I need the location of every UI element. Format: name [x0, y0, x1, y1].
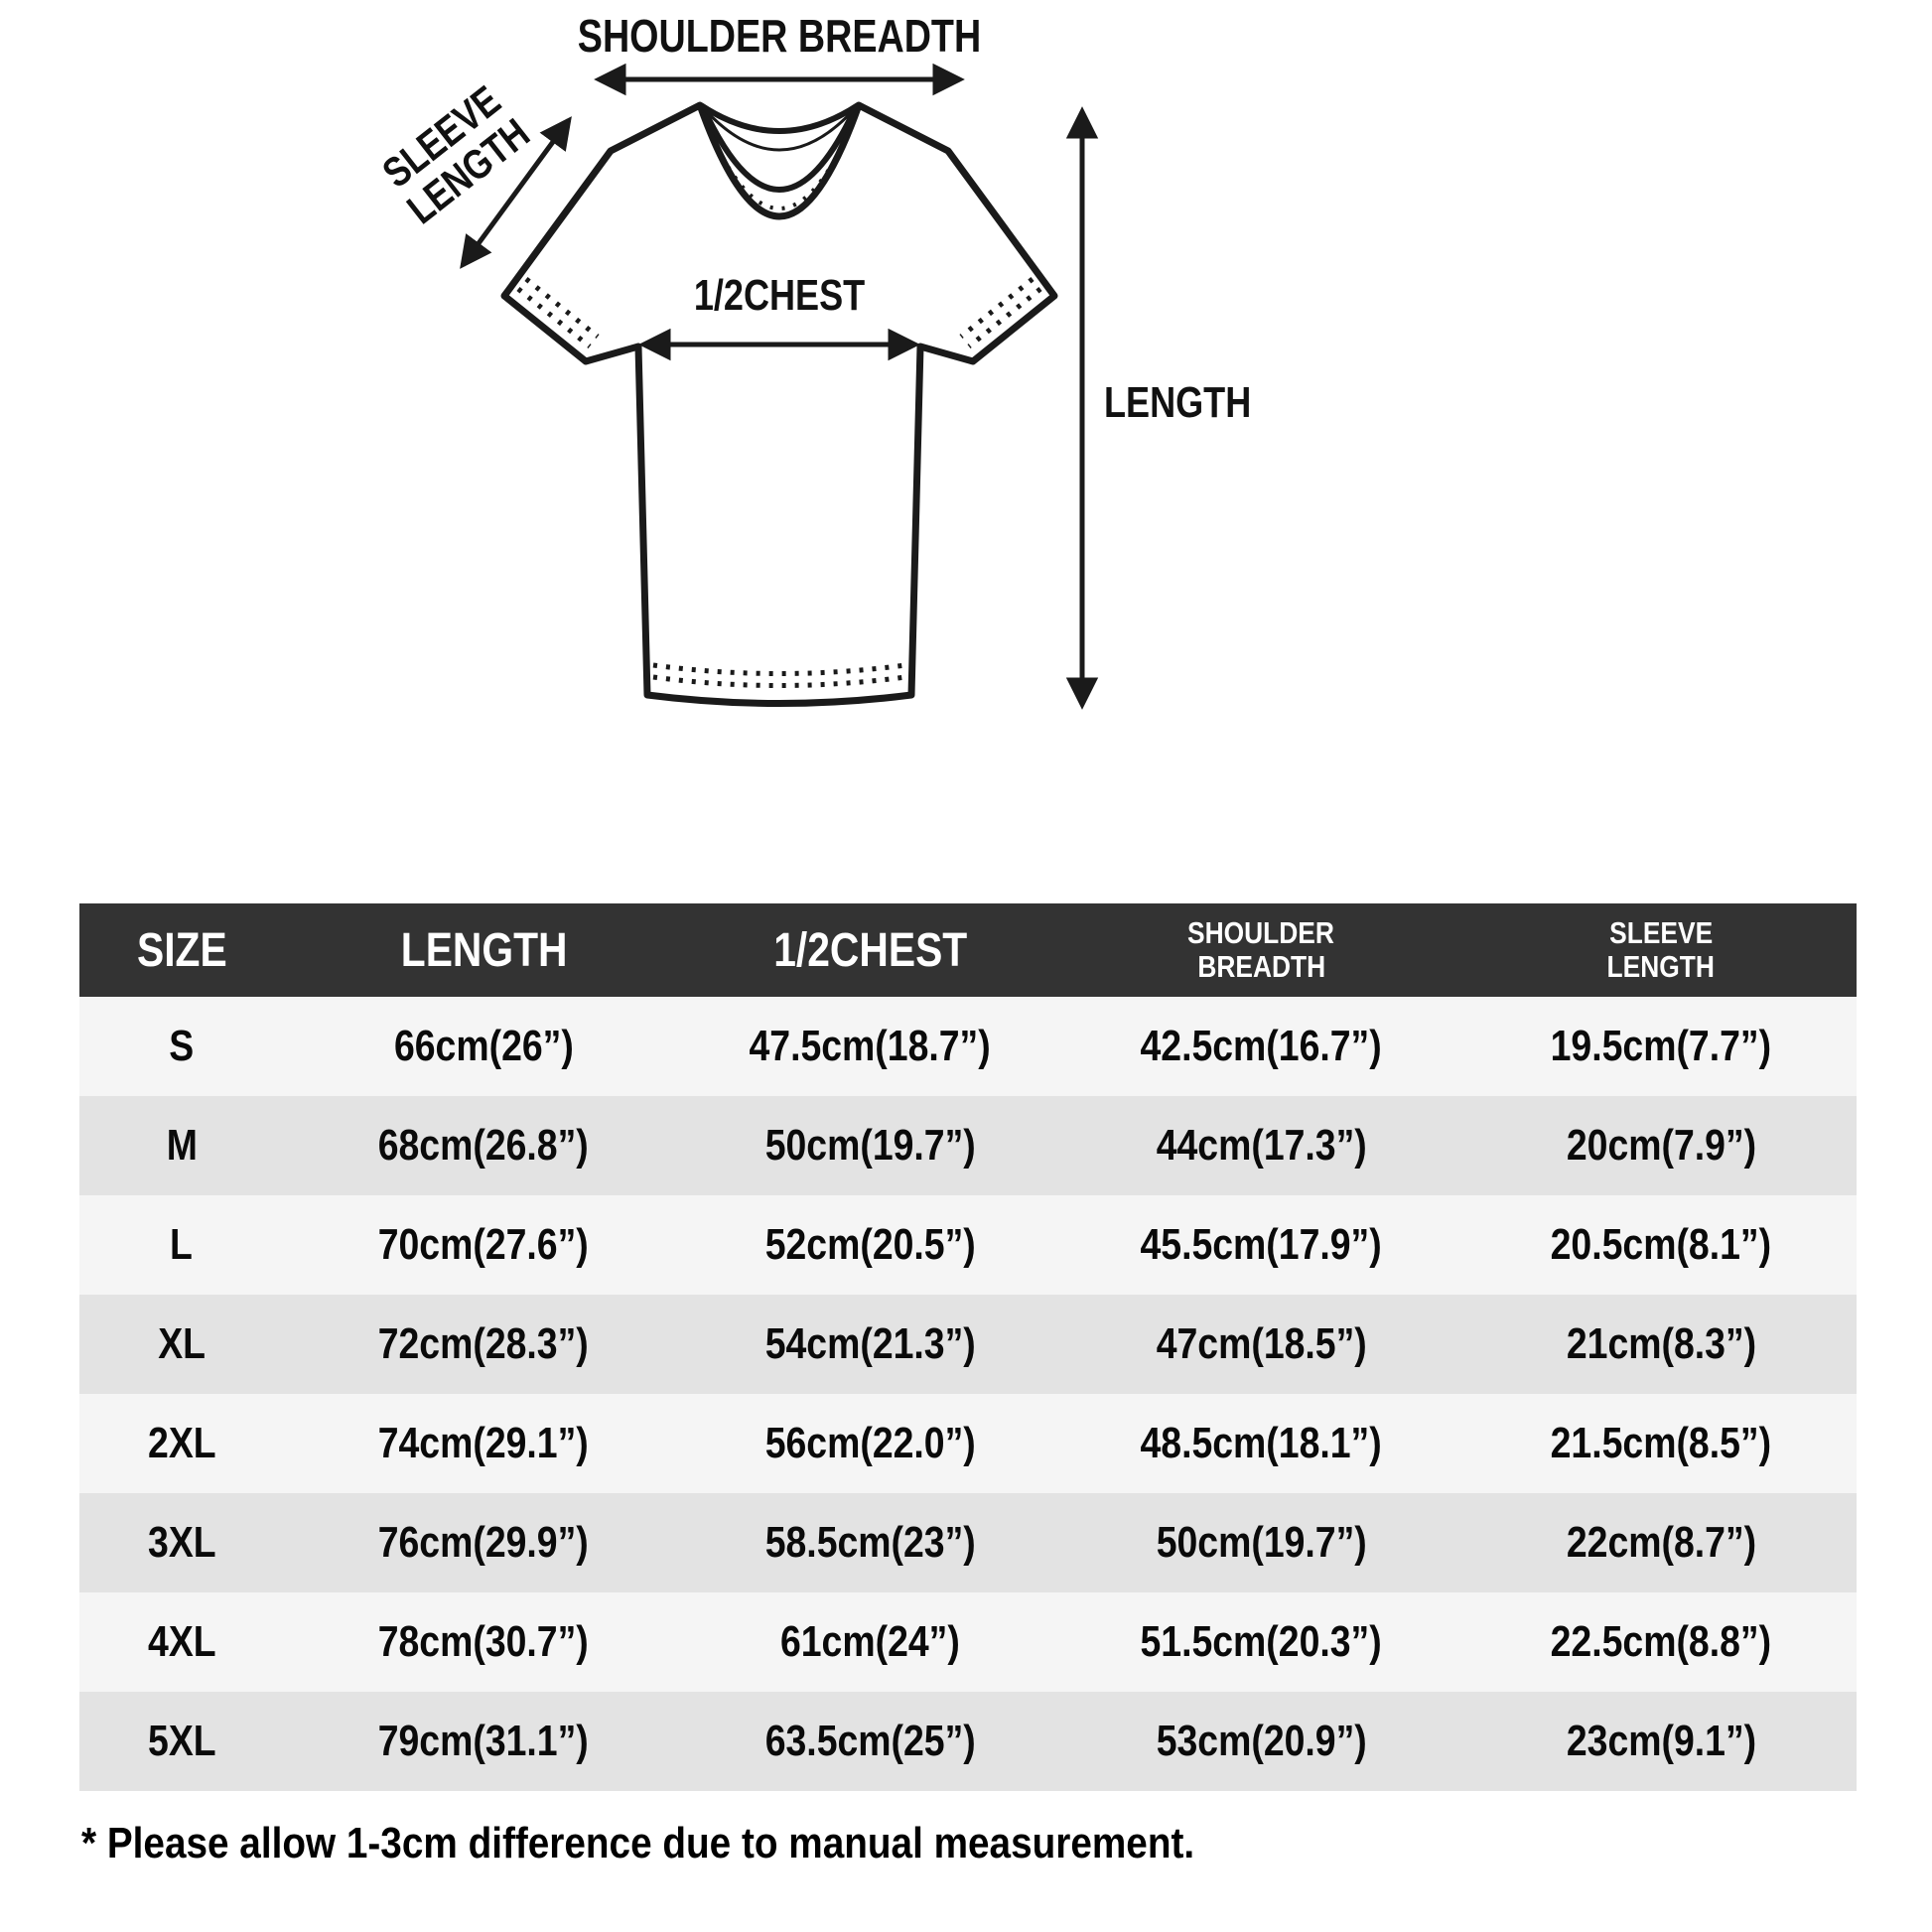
- table-row: XL 72cm(28.3”) 54cm(21.3”) 47cm(18.5”) 21cm(…: [79, 1295, 1857, 1394]
- measurement-cell: 48.5cm(18.1”): [1140, 1419, 1382, 1467]
- measurement-cell: 53cm(20.9”): [1156, 1717, 1367, 1765]
- left-sleeve-stitch-2: [524, 277, 600, 339]
- right-sleeve-stitch-2: [959, 277, 1035, 339]
- measurement-cell: 47cm(18.5”): [1156, 1319, 1367, 1368]
- tshirt-diagram-svg: SHOULDER BREADTH SLEEVE LENGTH 1/2CHEST …: [374, 10, 1251, 710]
- hem-stitch-1: [652, 674, 906, 688]
- measurement-cell: 56cm(22.0”): [764, 1419, 976, 1467]
- measurement-cell: 58.5cm(23”): [764, 1518, 976, 1567]
- measurement-cell: 50cm(19.7”): [764, 1121, 976, 1170]
- measurement-cell: 19.5cm(7.7”): [1550, 1022, 1772, 1070]
- size-cell: S: [169, 1022, 195, 1070]
- measurement-cell: 70cm(27.6”): [378, 1220, 590, 1269]
- table-row: M 68cm(26.8”) 50cm(19.7”) 44cm(17.3”) 20cm(7…: [79, 1096, 1857, 1195]
- size-cell: 4XL: [147, 1617, 216, 1666]
- measurement-cell: 78cm(30.7”): [378, 1617, 590, 1666]
- measurement-cell: 54cm(21.3”): [764, 1319, 976, 1368]
- measurement-cell: 20cm(7.9”): [1566, 1121, 1756, 1170]
- header-shoulder-breadth: SHOULDER BREADTH: [1187, 914, 1335, 984]
- table-row: 2XL 74cm(29.1”) 56cm(22.0”) 48.5cm(18.1”) 21…: [79, 1394, 1857, 1493]
- collar-stitch-dotted: [700, 112, 859, 210]
- measurement-cell: 21.5cm(8.5”): [1550, 1419, 1772, 1467]
- measurement-cell: 21cm(8.3”): [1566, 1319, 1756, 1368]
- size-cell: 5XL: [147, 1717, 216, 1765]
- sleeve-length-arrow: [460, 116, 572, 269]
- table-body: S 66cm(26”) 47.5cm(18.7”) 42.5cm(16.7”) 19.5…: [79, 997, 1857, 1791]
- size-cell: 3XL: [147, 1518, 216, 1567]
- hem-stitch-2: [652, 662, 906, 676]
- measurement-cell: 72cm(28.3”): [378, 1319, 590, 1368]
- size-cell: XL: [158, 1319, 206, 1368]
- length-label: LENGTH: [1104, 378, 1251, 427]
- table-row: S 66cm(26”) 47.5cm(18.7”) 42.5cm(16.7”) 19.5…: [79, 997, 1857, 1096]
- measurement-cell: 23cm(9.1”): [1566, 1717, 1756, 1765]
- measurement-cell: 76cm(29.9”): [378, 1518, 590, 1567]
- table-header: SIZE LENGTH 1/2CHEST SHOULDER BREADTH SL…: [79, 903, 1857, 997]
- tshirt-measurement-diagram: SHOULDER BREADTH SLEEVE LENGTH 1/2CHEST …: [0, 0, 1932, 903]
- right-sleeve-stitch-1: [967, 287, 1042, 348]
- collar-back-neck-edge: [699, 102, 860, 134]
- half-chest-label: 1/2CHEST: [694, 271, 866, 320]
- size-cell: L: [170, 1220, 194, 1269]
- measurement-cell: 68cm(26.8”): [378, 1121, 590, 1170]
- table-row: 3XL 76cm(29.9”) 58.5cm(23”) 50cm(19.7”) 22cm…: [79, 1493, 1857, 1592]
- measurement-cell: 79cm(31.1”): [378, 1717, 590, 1765]
- measurement-cell: 52cm(20.5”): [764, 1220, 976, 1269]
- header-half-chest: 1/2CHEST: [773, 923, 968, 977]
- header-length: LENGTH: [400, 923, 568, 977]
- measurement-cell: 42.5cm(16.7”): [1140, 1022, 1382, 1070]
- measurement-cell: 63.5cm(25”): [764, 1717, 976, 1765]
- header-size: SIZE: [136, 923, 227, 977]
- measurement-cell: 45.5cm(17.9”): [1140, 1220, 1382, 1269]
- size-table: SIZE LENGTH 1/2CHEST SHOULDER BREADTH SL…: [79, 903, 1857, 1791]
- measurement-cell: 44cm(17.3”): [1156, 1121, 1367, 1170]
- measurement-cell: 50cm(19.7”): [1156, 1518, 1367, 1567]
- collar-back-neck-inner-line: [699, 104, 860, 152]
- left-sleeve-stitch-1: [516, 287, 592, 348]
- size-cell: M: [166, 1121, 198, 1170]
- measurement-cell: 47.5cm(18.7”): [749, 1022, 992, 1070]
- measurement-cell: 61cm(24”): [780, 1617, 960, 1666]
- measurement-cell: 20.5cm(8.1”): [1550, 1220, 1772, 1269]
- size-cell: 2XL: [147, 1419, 216, 1467]
- measurement-cell: 74cm(29.1”): [378, 1419, 590, 1467]
- measurement-cell: 22cm(8.7”): [1566, 1518, 1756, 1567]
- table-row: 5XL 79cm(31.1”) 63.5cm(25”) 53cm(20.9”) 23cm…: [79, 1692, 1857, 1791]
- table-row: 4XL 78cm(30.7”) 61cm(24”) 51.5cm(20.3”) 22.5…: [79, 1592, 1857, 1692]
- measurement-cell: 66cm(26”): [393, 1022, 574, 1070]
- measurement-cell: 51.5cm(20.3”): [1140, 1617, 1382, 1666]
- table-row: L 70cm(27.6”) 52cm(20.5”) 45.5cm(17.9”) 20.5…: [79, 1195, 1857, 1295]
- tshirt-outline: [500, 101, 1058, 707]
- shoulder-breadth-label: SHOULDER BREADTH: [578, 10, 981, 61]
- header-sleeve-length: SLEEVE LENGTH: [1606, 914, 1716, 984]
- measurement-cell: 22.5cm(8.8”): [1550, 1617, 1772, 1666]
- collar-ribbing-inner-edge: [701, 107, 858, 193]
- footnote: * Please allow 1-3cm difference due to m…: [81, 1819, 1195, 1867]
